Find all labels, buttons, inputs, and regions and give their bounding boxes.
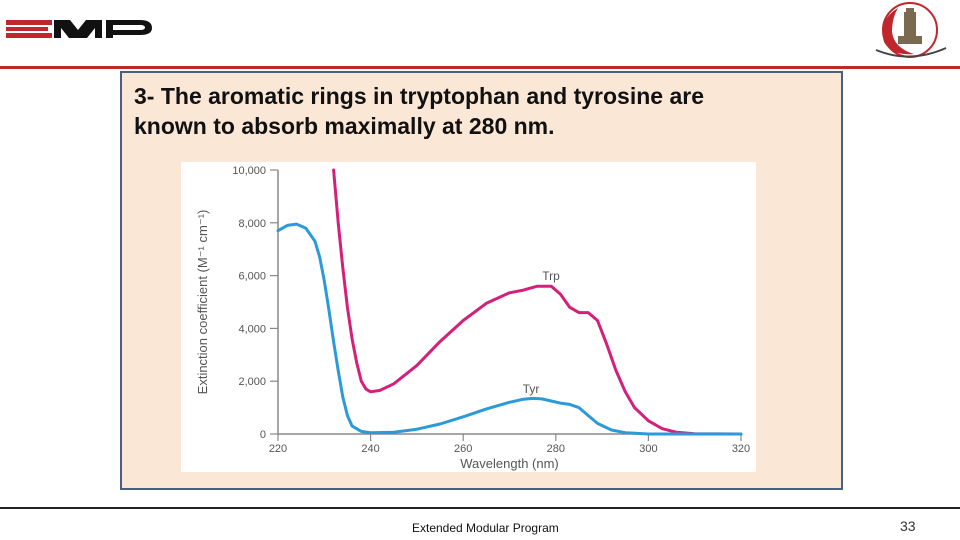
page-number: 33 [900,518,916,534]
y-tick-label: 2,000 [238,376,266,388]
x-tick-label: 240 [361,443,379,455]
y-tick-label: 8,000 [238,218,266,230]
series-label-trp: Trp [542,269,560,283]
university-seal-logo [875,2,947,58]
y-tick-label: 10,000 [232,165,266,177]
series-line-tyr [276,222,743,436]
x-tick-label: 280 [547,443,565,455]
slide-title: 3- The aromatic rings in tryptophan and … [134,81,834,141]
x-tick-label: 300 [639,443,657,455]
series-label-tyr: Tyr [523,382,540,396]
x-axis-label: Wavelength (nm) [460,456,559,471]
absorbance-chart: 0 2,000 4,000 6,000 8,000 10,000 220 240 260 280 3… [195,165,750,471]
footer-rule [0,507,960,509]
x-tick-label: 260 [454,443,472,455]
y-tick-label: 6,000 [238,271,266,283]
series-line-trp [332,168,743,436]
chart-panel: 0 2,000 4,000 6,000 8,000 10,000 220 240 260 280 3… [181,162,756,472]
y-tick-label: 0 [260,429,266,441]
y-tick-label: 4,000 [238,323,266,335]
x-tick-label: 220 [269,443,287,455]
slide-title-line-2: known to absorb maximally at 280 nm. [134,113,555,139]
slide-title-line-1: 3- The aromatic rings in tryptophan and … [134,83,705,109]
header-rule [0,66,960,69]
emp-logo [6,20,152,38]
footer-text: Extended Modular Program [412,521,559,535]
x-tick-label: 320 [732,443,750,455]
y-axis-label: Extinction coefficient (M⁻¹ cm⁻¹) [195,210,210,395]
content-box: 3- The aromatic rings in tryptophan and … [120,71,843,490]
